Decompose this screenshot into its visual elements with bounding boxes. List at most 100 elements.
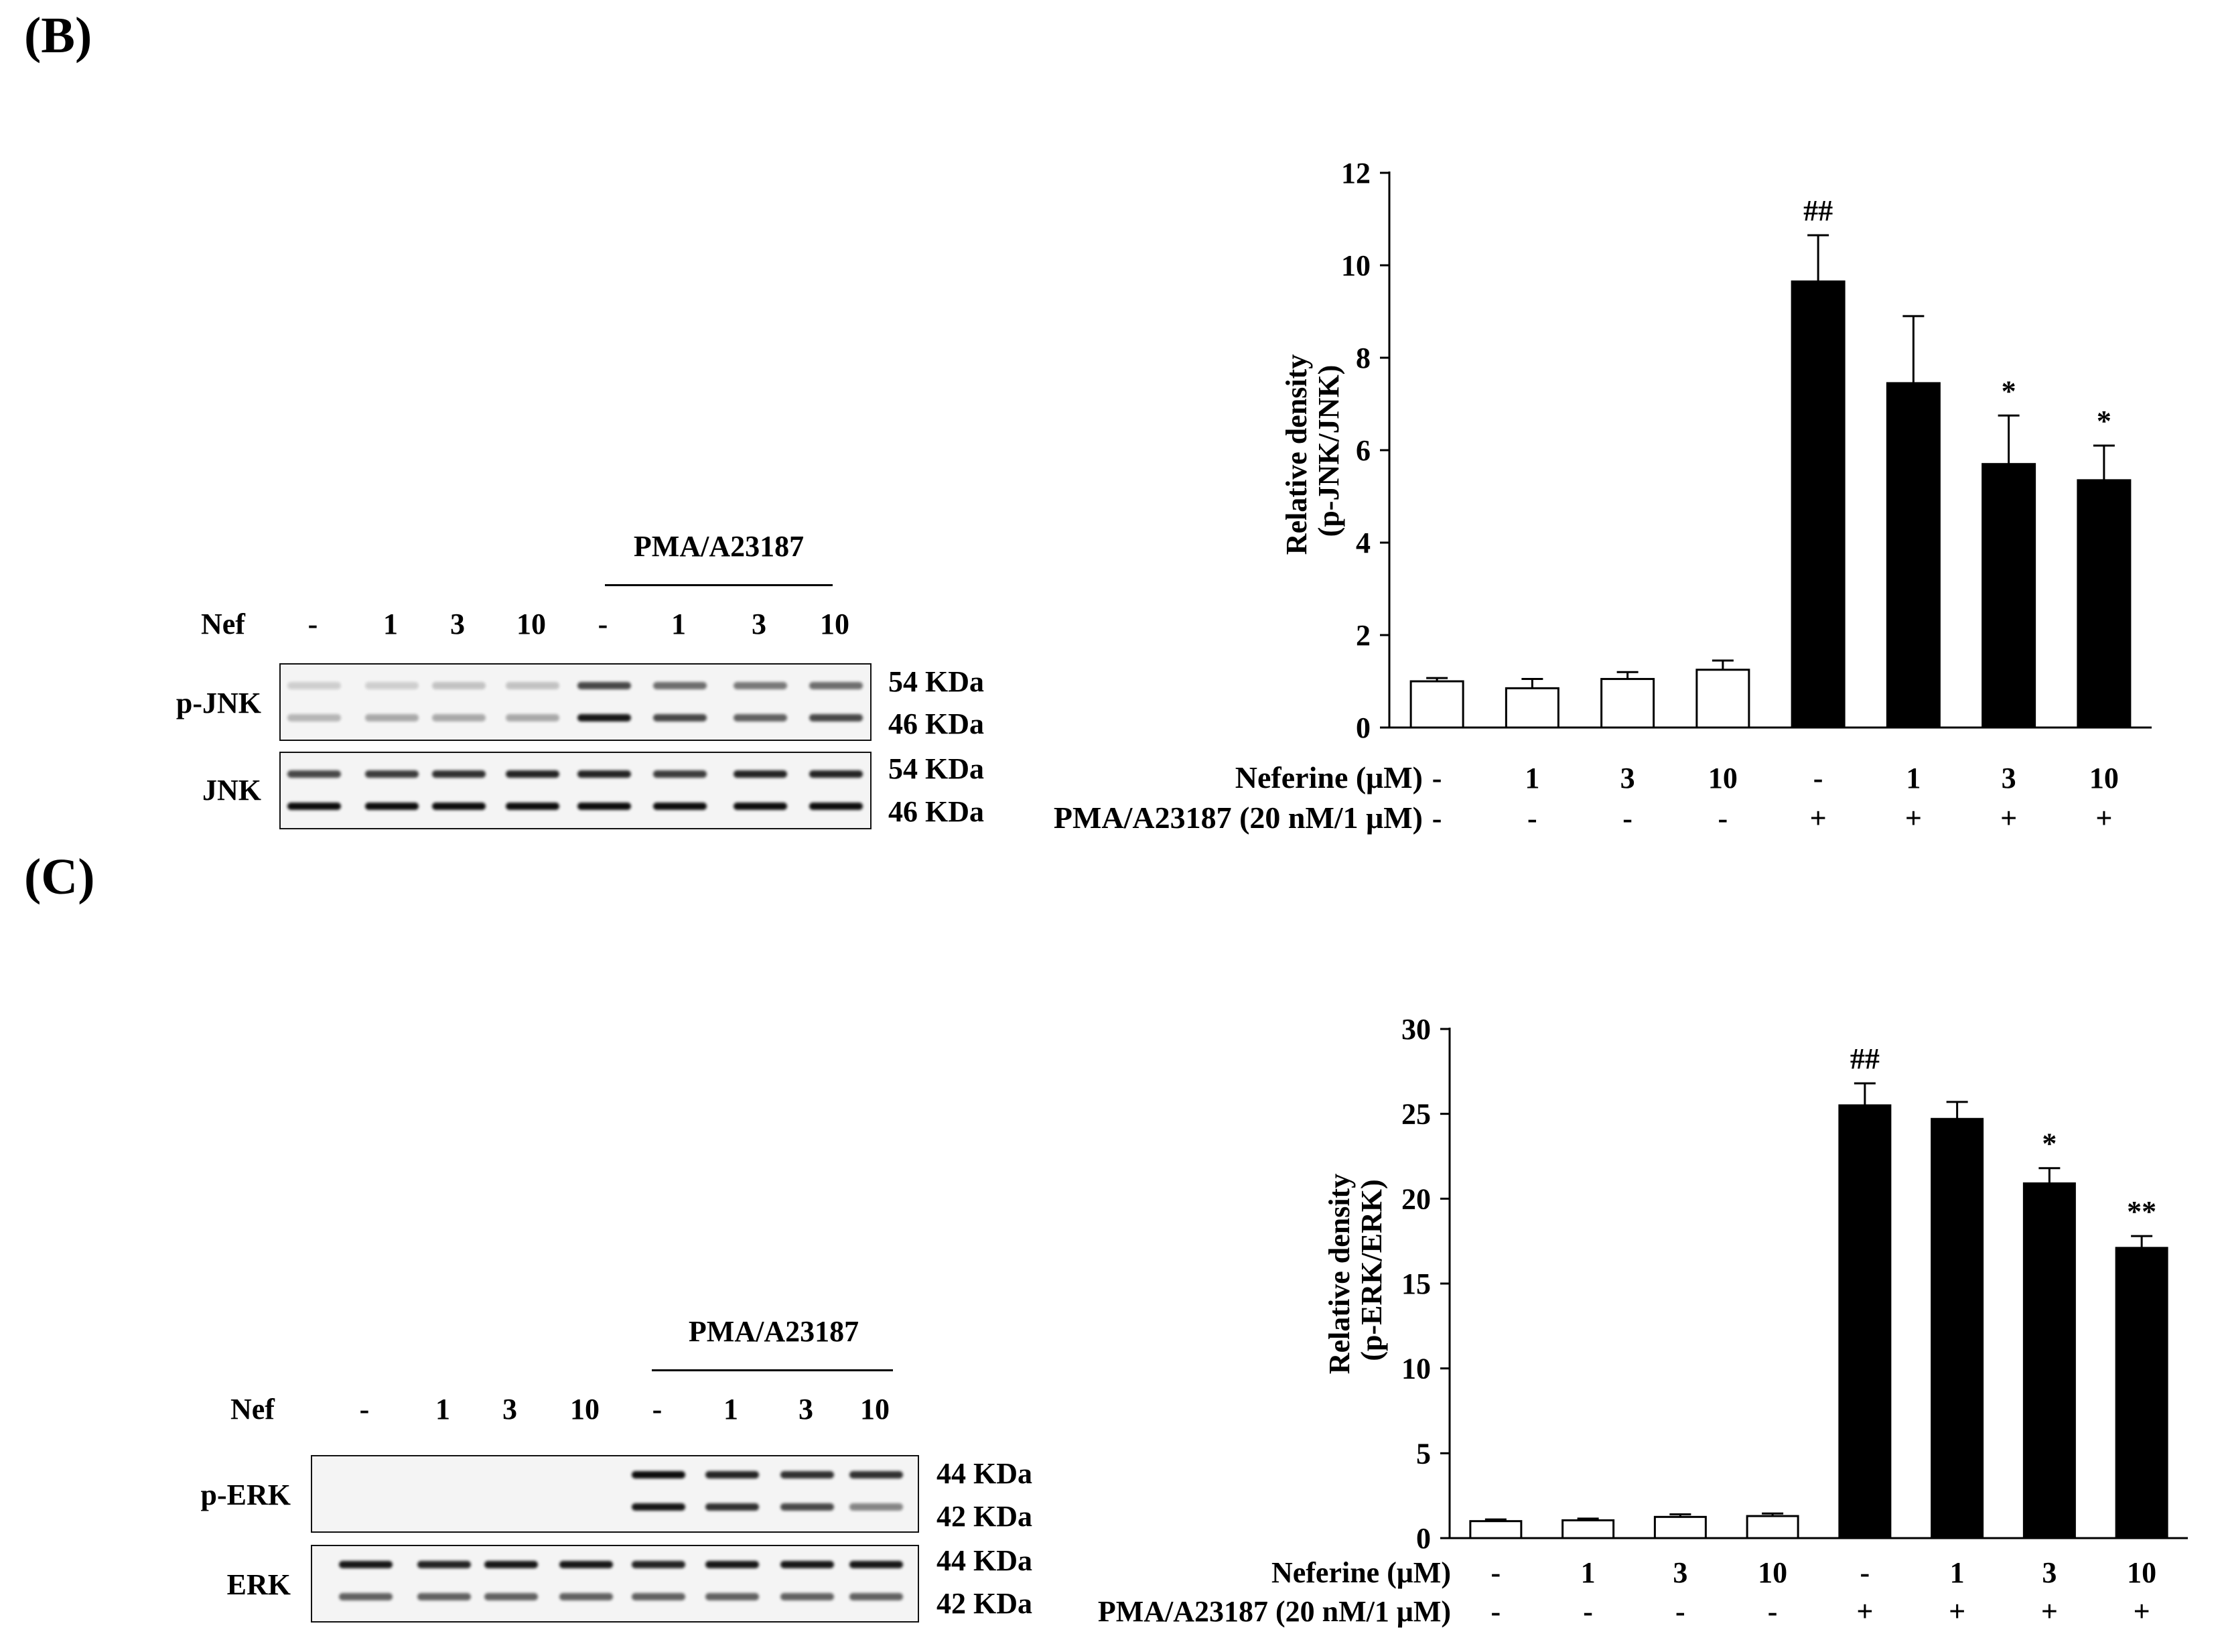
- blot-band: [809, 714, 863, 721]
- blot-band: [365, 803, 419, 810]
- y-tick-label: 12: [1341, 157, 1371, 190]
- lane-label: 3: [502, 1393, 517, 1426]
- stimulus-label: -: [1432, 802, 1442, 835]
- stimulus-label: +: [2095, 802, 2112, 835]
- group-underline: [652, 1369, 893, 1371]
- bar: [2077, 479, 2132, 729]
- lane-label: -: [598, 608, 608, 640]
- blot-band: [577, 714, 631, 721]
- significance-label: *: [2097, 405, 2111, 437]
- blot-band: [287, 682, 341, 689]
- stimulus-label: +: [1905, 802, 1922, 835]
- blot-band: [632, 1561, 685, 1568]
- blot-group-label: PMA/A23187: [633, 530, 805, 563]
- stimulus-label: +: [1856, 1595, 1873, 1628]
- blot-band: [432, 714, 486, 721]
- y-tick-label: 15: [1401, 1267, 1431, 1300]
- significance-label: ##: [1803, 194, 1833, 227]
- lane-label: -: [652, 1393, 663, 1426]
- stimulus-label: -: [1718, 802, 1728, 835]
- panel-label: (C): [24, 849, 95, 905]
- significance-label: *: [2002, 374, 2016, 407]
- stimulus-label: +: [1949, 1595, 1965, 1628]
- significance-label: **: [2127, 1195, 2156, 1228]
- blot-band: [484, 1561, 538, 1568]
- significance-label: *: [2042, 1127, 2057, 1160]
- row-label-neferine: Neferine (μM): [1235, 760, 1423, 795]
- lane-label: 10: [516, 608, 546, 640]
- bar: [2115, 1247, 2168, 1539]
- y-tick-label: 25: [1401, 1098, 1431, 1131]
- bar: [1653, 1515, 1707, 1539]
- blot-band: [849, 1593, 903, 1600]
- y-tick-label: 2: [1356, 619, 1371, 652]
- blot-band: [809, 682, 863, 689]
- blot-band: [577, 682, 631, 689]
- marker-label: 46 KDa: [888, 707, 984, 740]
- blot-band: [432, 682, 486, 689]
- blot-band: [506, 770, 559, 778]
- x-category-label: 1: [1950, 1556, 1965, 1589]
- blot-band: [849, 1503, 903, 1511]
- blot-band: [506, 682, 559, 689]
- y-tick-label: 0: [1416, 1522, 1431, 1555]
- panel-c: (C) PMA/A23187 Nef - 1 3 10 - 1 3 10 p-E…: [0, 828, 2224, 1652]
- blot-band: [506, 803, 559, 810]
- y-tick-label: 30: [1401, 1013, 1431, 1046]
- stimulus-label: -: [1527, 802, 1537, 835]
- y-axis-label-line: (p-ERK/ERK): [1355, 1179, 1388, 1361]
- bar: [1695, 669, 1750, 729]
- blot-band: [705, 1561, 759, 1568]
- blot-band: [849, 1561, 903, 1568]
- blot-band: [632, 1593, 685, 1600]
- blot-band: [780, 1593, 834, 1600]
- blot-band: [577, 803, 631, 810]
- bar: [1886, 382, 1941, 729]
- lane-label: 1: [383, 608, 398, 640]
- y-axis-label: Relative density (p-ERK/ERK): [1323, 1166, 1388, 1374]
- lane-label: 1: [435, 1393, 450, 1426]
- blot-band: [506, 714, 559, 721]
- lane-label: 1: [723, 1393, 738, 1426]
- bar-chart: Relative density (p-JNK/JNK) Neferine (μ…: [1054, 157, 2152, 835]
- blot-band: [287, 714, 341, 721]
- blot-membrane: [311, 1545, 919, 1623]
- blot-band: [417, 1593, 471, 1600]
- x-category-label: 10: [1708, 762, 1738, 795]
- marker-label: 44 KDa: [936, 1544, 1032, 1577]
- marker-label: 42 KDa: [936, 1587, 1032, 1620]
- blot-band: [559, 1561, 613, 1568]
- y-axis-label-line: (p-JNK/JNK): [1312, 365, 1345, 537]
- y-tick-label: 4: [1356, 527, 1371, 559]
- blot-band: [734, 682, 787, 689]
- blot-band: [705, 1593, 759, 1600]
- y-axis-label-line: Relative density: [1323, 1174, 1356, 1374]
- blot-band: [339, 1561, 393, 1568]
- stimulus-label: +: [1810, 802, 1827, 835]
- stimulus-label: -: [1675, 1595, 1685, 1628]
- x-category-label: 3: [2042, 1556, 2057, 1589]
- stimulus-label: +: [2134, 1595, 2150, 1628]
- blot-band: [339, 1593, 393, 1600]
- blot-band: [632, 1503, 685, 1511]
- lane-label: -: [307, 608, 318, 640]
- marker-label: 46 KDa: [888, 795, 984, 828]
- y-axis-label-line: Relative density: [1280, 354, 1313, 555]
- blot-band: [365, 714, 419, 721]
- y-tick-label: 20: [1401, 1182, 1431, 1215]
- y-tick-label: 10: [1401, 1353, 1431, 1385]
- blot-membrane: [311, 1455, 919, 1533]
- marker-label: 42 KDa: [936, 1500, 1032, 1533]
- y-tick-label: 0: [1356, 711, 1371, 744]
- blot-band: [705, 1503, 759, 1511]
- marker-label: 54 KDa: [888, 752, 984, 785]
- x-category-label: 1: [1581, 1556, 1596, 1589]
- x-category-label: 3: [1620, 762, 1635, 795]
- stimulus-label: -: [1583, 1595, 1593, 1628]
- blot-band: [365, 770, 419, 778]
- blot-band: [577, 770, 631, 778]
- stimulus-label: +: [2041, 1595, 2058, 1628]
- bar: [1409, 680, 1464, 729]
- blot-band: [417, 1561, 471, 1568]
- lane-label: 3: [752, 608, 766, 640]
